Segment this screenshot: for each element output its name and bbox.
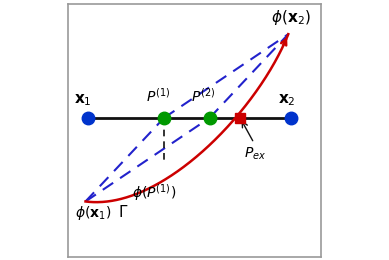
Text: $\phi(\mathbf{x}_1)$: $\phi(\mathbf{x}_1)$ <box>75 204 112 222</box>
Text: $\phi(\mathbf{x}_2)$: $\phi(\mathbf{x}_2)$ <box>270 8 310 27</box>
Text: $\mathbf{x}_1$: $\mathbf{x}_1$ <box>74 92 92 108</box>
Text: $\mathbf{x}_2$: $\mathbf{x}_2$ <box>278 92 296 108</box>
Text: $\phi(P^{(1)})$: $\phi(P^{(1)})$ <box>132 183 176 203</box>
Text: $P^{(2)}$: $P^{(2)}$ <box>191 87 216 105</box>
Text: $\Gamma$: $\Gamma$ <box>118 204 129 220</box>
Text: $P_{ex}$: $P_{ex}$ <box>244 146 266 162</box>
Text: $P^{(1)}$: $P^{(1)}$ <box>145 87 170 105</box>
